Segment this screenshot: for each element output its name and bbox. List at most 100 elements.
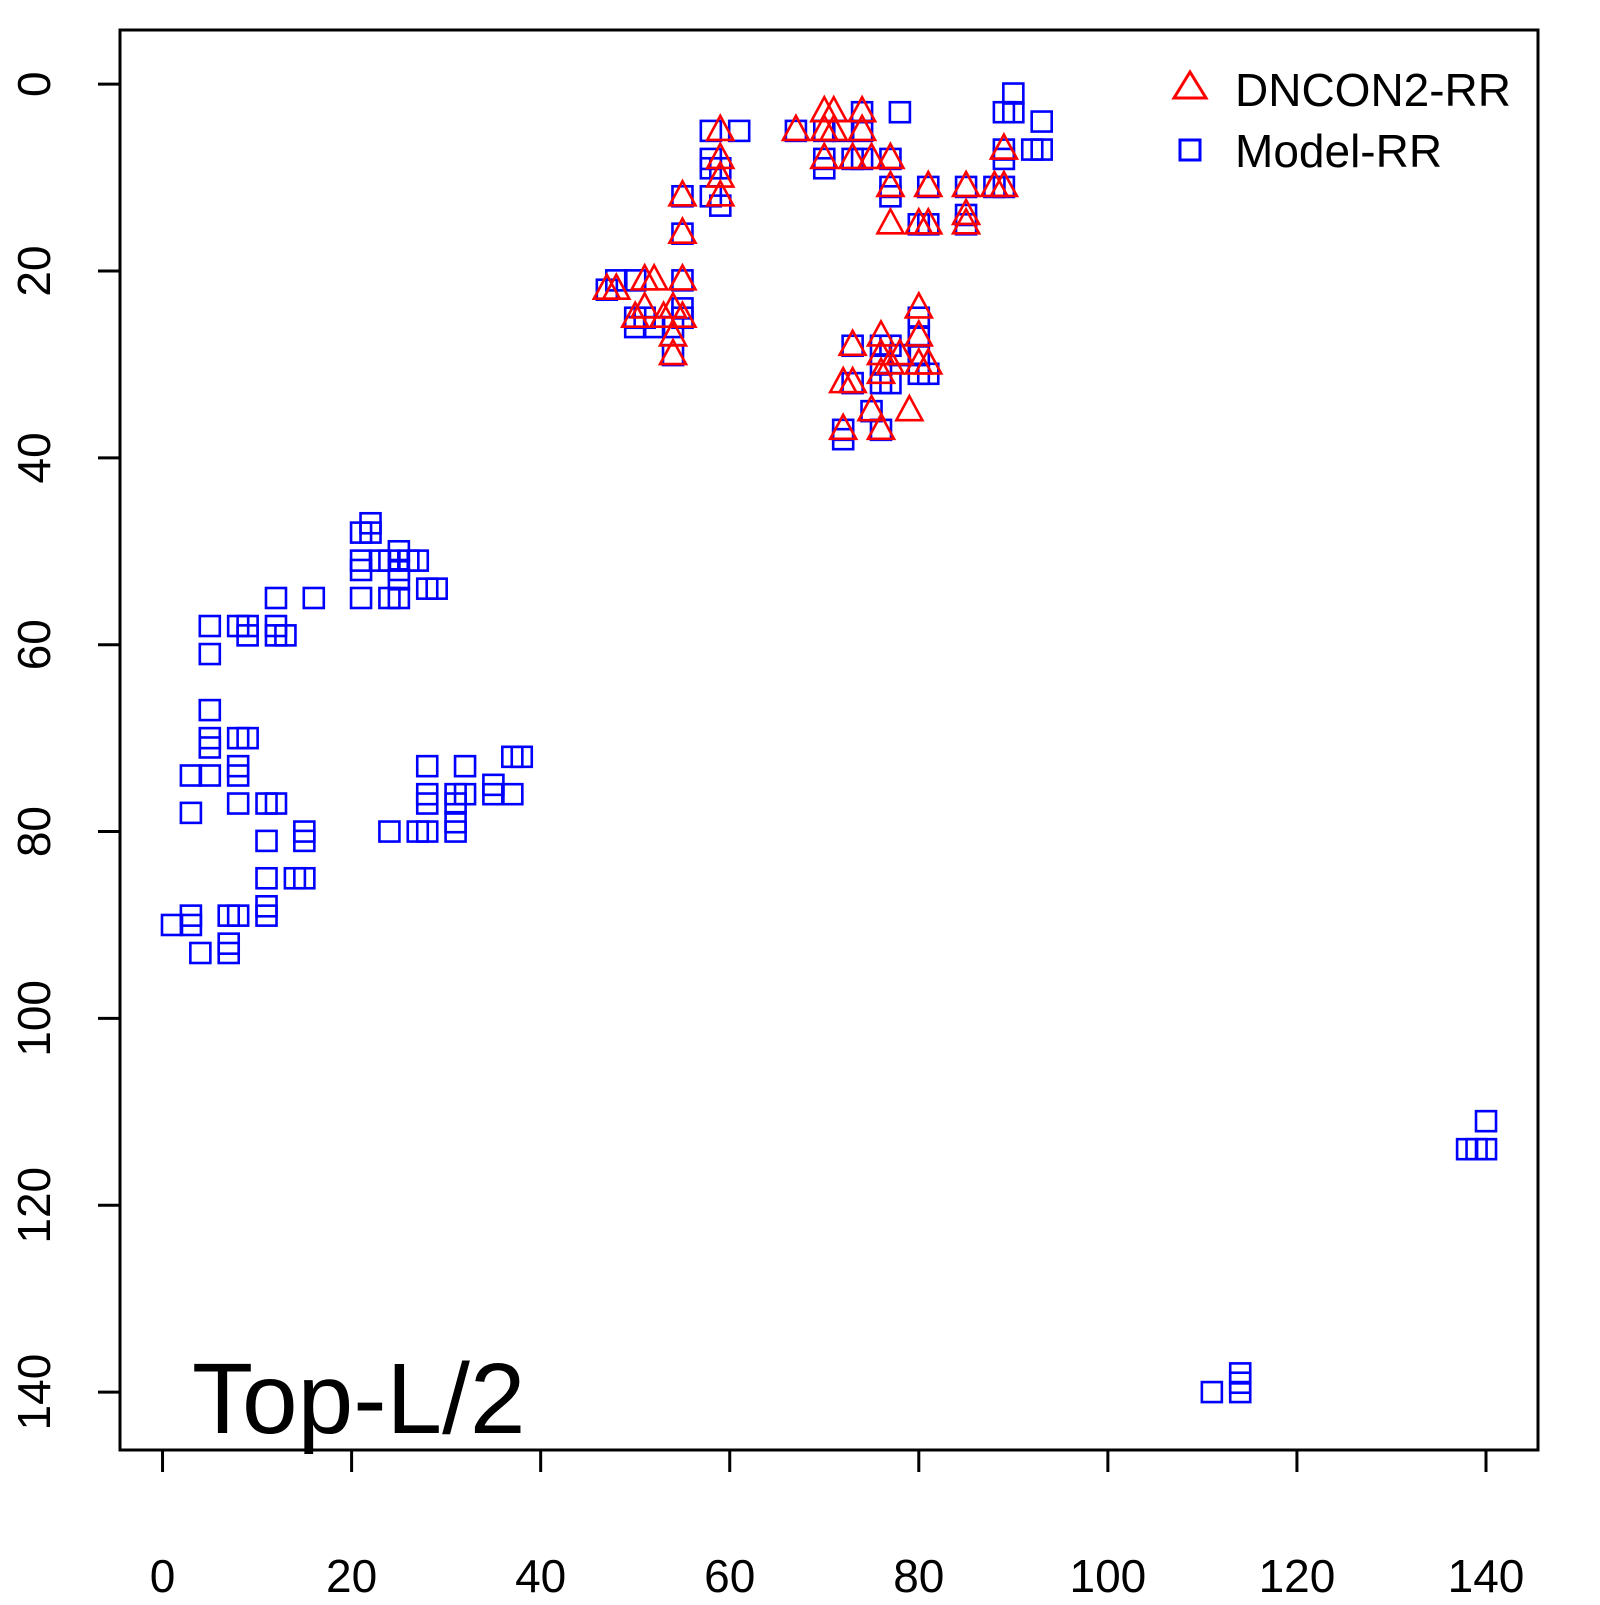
point-square: [1228, 1380, 1252, 1404]
point-square: [444, 820, 467, 843]
point-square: [217, 941, 241, 965]
x-tick-label: 140: [1448, 1550, 1525, 1600]
point-triangle: [705, 178, 736, 207]
legend-label-model: Model-RR: [1235, 125, 1442, 177]
point-triangle: [846, 94, 878, 123]
point-triangle: [818, 113, 849, 142]
y-tick-label: 0: [8, 71, 60, 97]
point-triangle: [809, 141, 840, 170]
point-square: [255, 866, 278, 890]
point-square: [406, 820, 430, 843]
plot-points: [160, 82, 1498, 1404]
point-square: [255, 829, 278, 853]
point-square: [453, 782, 477, 806]
point-triangle: [950, 206, 982, 235]
point-square: [293, 829, 316, 853]
point-square: [226, 904, 250, 927]
y-tick-label: 60: [8, 619, 60, 670]
point-triangle: [827, 412, 859, 441]
y-tick-label: 40: [8, 432, 60, 483]
point-triangle: [667, 178, 698, 207]
point-square: [378, 586, 401, 610]
point-square: [1474, 1137, 1498, 1161]
point-square: [255, 904, 278, 927]
point-triangle: [865, 412, 897, 441]
point-square: [226, 792, 250, 815]
point-triangle: [846, 113, 878, 142]
point-square: [415, 792, 439, 815]
point-triangle: [667, 215, 698, 244]
point-triangle: [865, 318, 897, 347]
x-tick-label: 20: [326, 1550, 377, 1600]
point-triangle: [875, 206, 906, 235]
point-triangle: [950, 197, 982, 226]
point-triangle: [648, 300, 679, 329]
point-triangle: [705, 159, 736, 188]
point-square: [1030, 110, 1053, 133]
point-triangle: [913, 346, 944, 375]
point-triangle: [601, 271, 632, 301]
point-square: [198, 614, 222, 638]
point-square: [179, 801, 203, 825]
point-square: [501, 782, 524, 806]
point-square: [264, 586, 288, 610]
point-square: [198, 736, 222, 759]
point-square: [179, 764, 203, 787]
point-triangle: [837, 365, 868, 394]
plot-frame: [118, 28, 1540, 1452]
point-triangle: [913, 206, 944, 235]
point-triangle: [837, 328, 868, 357]
point-square: [198, 764, 222, 787]
point-square: [1002, 82, 1025, 105]
x-tick-label: 80: [893, 1550, 944, 1600]
point-triangle: [884, 337, 916, 366]
point-triangle: [705, 141, 736, 170]
x-tick-label: 0: [150, 1550, 176, 1600]
point-square: [236, 726, 259, 750]
topl2-annotation: Top-L/2: [192, 1343, 526, 1455]
point-square: [359, 521, 382, 544]
point-triangle: [865, 356, 897, 385]
point-square: [406, 549, 430, 572]
point-triangle: [780, 113, 812, 142]
legend-triangle-icon: [1171, 69, 1209, 100]
point-square: [1030, 138, 1053, 161]
y-tick-label: 80: [8, 806, 60, 857]
point-triangle: [894, 393, 925, 422]
point-square: [189, 941, 212, 965]
legend-label-dncon2: DNCON2-RR: [1235, 64, 1511, 116]
x-tick-label: 120: [1259, 1550, 1336, 1600]
x-tick-label: 100: [1069, 1550, 1146, 1600]
x-tick-label: 40: [515, 1550, 566, 1600]
point-triangle: [988, 169, 1020, 198]
point-square: [510, 745, 534, 769]
point-square: [274, 624, 297, 647]
point-square: [1002, 100, 1025, 124]
point-triangle: [903, 318, 934, 347]
series-dncon2-rr: [591, 94, 1020, 441]
point-square: [236, 624, 259, 647]
point-square: [1200, 1380, 1224, 1404]
point-square: [378, 820, 401, 843]
y-tick-label: 20: [8, 245, 60, 296]
point-square: [349, 586, 373, 610]
y-tick-label: 100: [8, 980, 60, 1057]
point-square: [226, 764, 250, 787]
point-triangle: [875, 141, 906, 170]
point-triangle: [865, 337, 897, 366]
point-triangle: [856, 393, 887, 422]
x-axis: 0 20 40 60 80 100 120 140: [150, 1448, 1525, 1602]
point-triangle: [875, 169, 906, 198]
legend-square-icon: [1178, 138, 1202, 162]
point-square: [302, 586, 326, 610]
point-triangle: [818, 94, 849, 123]
point-square: [293, 866, 316, 890]
point-square: [1474, 1109, 1498, 1133]
point-square: [198, 642, 222, 666]
point-triangle: [657, 337, 689, 366]
point-triangle: [705, 113, 736, 142]
point-triangle: [950, 169, 982, 198]
point-triangle: [875, 346, 906, 375]
